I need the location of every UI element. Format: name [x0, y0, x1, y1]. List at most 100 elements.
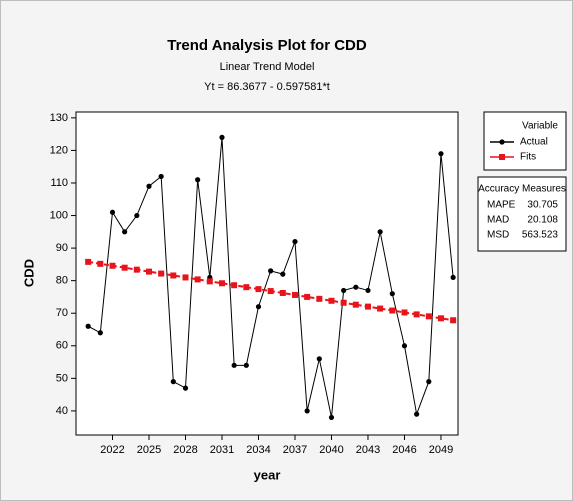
x-tick-label: 2037 — [283, 444, 307, 456]
data-point — [182, 385, 189, 391]
data-point — [401, 343, 408, 349]
x-tick-label: 2049 — [429, 444, 453, 456]
data-point — [353, 284, 359, 290]
data-point — [97, 260, 104, 267]
data-point — [291, 291, 298, 298]
legend-box — [483, 111, 567, 171]
data-point — [328, 297, 335, 304]
y-axis-title: CDD — [21, 259, 36, 287]
plot-area — [75, 111, 459, 436]
y-tick-label: 90 — [56, 242, 68, 254]
data-point — [450, 317, 457, 324]
y-tick-label: 130 — [50, 112, 68, 124]
data-point — [377, 229, 383, 235]
data-point — [341, 287, 347, 294]
data-point — [437, 315, 444, 322]
measure-name: MAPE — [487, 200, 516, 211]
data-point — [218, 280, 225, 287]
data-point — [425, 313, 432, 320]
y-tick-label: 50 — [56, 372, 68, 384]
x-tick-label: 2031 — [210, 444, 234, 456]
data-point — [316, 356, 322, 362]
data-point — [85, 258, 92, 265]
y-tick-label: 100 — [50, 209, 68, 221]
x-axis-title: year — [254, 467, 281, 482]
data-point — [243, 284, 250, 291]
data-point — [316, 295, 323, 302]
data-point — [268, 268, 274, 274]
data-point — [304, 408, 310, 414]
equation: Yt = 86.3677 - 0.597581*t — [204, 81, 330, 93]
measure-value: 563.523 — [522, 230, 559, 241]
data-point — [292, 238, 298, 245]
data-point — [158, 173, 164, 180]
data-point — [182, 274, 189, 281]
data-point — [206, 278, 213, 285]
data-point — [328, 414, 335, 421]
data-point — [389, 307, 396, 314]
data-point — [122, 229, 128, 235]
x-tick-label: 2046 — [392, 444, 416, 456]
accuracy-title: Accuracy Measures — [478, 184, 566, 195]
data-point — [97, 330, 103, 336]
y-tick-label: 120 — [50, 144, 68, 156]
data-point — [158, 270, 165, 277]
data-point — [413, 311, 420, 318]
data-point — [170, 272, 177, 279]
data-point — [231, 362, 237, 368]
data-point — [243, 362, 249, 368]
data-point — [365, 287, 371, 294]
x-tick-label: 2028 — [173, 444, 197, 456]
data-point — [426, 379, 432, 385]
data-point — [121, 264, 128, 271]
data-point — [377, 305, 384, 312]
y-tick-label: 60 — [56, 340, 68, 352]
data-point — [255, 304, 262, 310]
data-point — [304, 293, 311, 300]
data-point — [146, 183, 152, 189]
data-point — [389, 291, 395, 297]
subtitle: Linear Trend Model — [220, 61, 315, 73]
data-point — [219, 134, 225, 140]
data-point — [133, 266, 140, 273]
data-point — [145, 268, 152, 275]
data-point — [170, 379, 176, 385]
legend-label: Fits — [520, 152, 536, 163]
y-tick-label: 80 — [56, 275, 68, 287]
data-point — [255, 286, 262, 293]
legend-marker — [499, 139, 505, 145]
measure-name: MAD — [487, 215, 509, 226]
x-tick-label: 2034 — [246, 444, 270, 456]
data-point — [134, 212, 140, 219]
data-point — [109, 262, 116, 269]
measure-name: MSD — [487, 230, 509, 241]
data-point — [438, 151, 444, 157]
data-point — [109, 209, 116, 215]
data-point — [195, 177, 201, 183]
legend-title: Variable — [522, 121, 558, 132]
legend-label: Actual — [520, 137, 548, 148]
measure-value: 30.705 — [527, 200, 558, 211]
data-point — [450, 274, 456, 281]
y-tick-label: 110 — [50, 177, 68, 189]
x-tick-label: 2022 — [100, 444, 124, 456]
data-point — [364, 303, 371, 310]
y-tick-label: 40 — [56, 405, 68, 417]
data-point — [231, 282, 238, 289]
x-tick-label: 2025 — [137, 444, 161, 456]
data-point — [401, 309, 408, 316]
accuracy-box — [477, 176, 567, 252]
measure-value: 20.108 — [527, 215, 558, 226]
y-tick-label: 70 — [56, 307, 68, 319]
data-point — [267, 288, 274, 295]
x-tick-label: 2043 — [356, 444, 380, 456]
data-point — [340, 299, 347, 306]
chart-title: Trend Analysis Plot for CDD — [167, 37, 367, 54]
data-point — [352, 301, 359, 308]
data-point — [194, 276, 201, 283]
data-point — [280, 271, 286, 277]
data-point — [414, 411, 420, 417]
legend-marker — [499, 154, 505, 160]
data-point — [85, 323, 91, 329]
